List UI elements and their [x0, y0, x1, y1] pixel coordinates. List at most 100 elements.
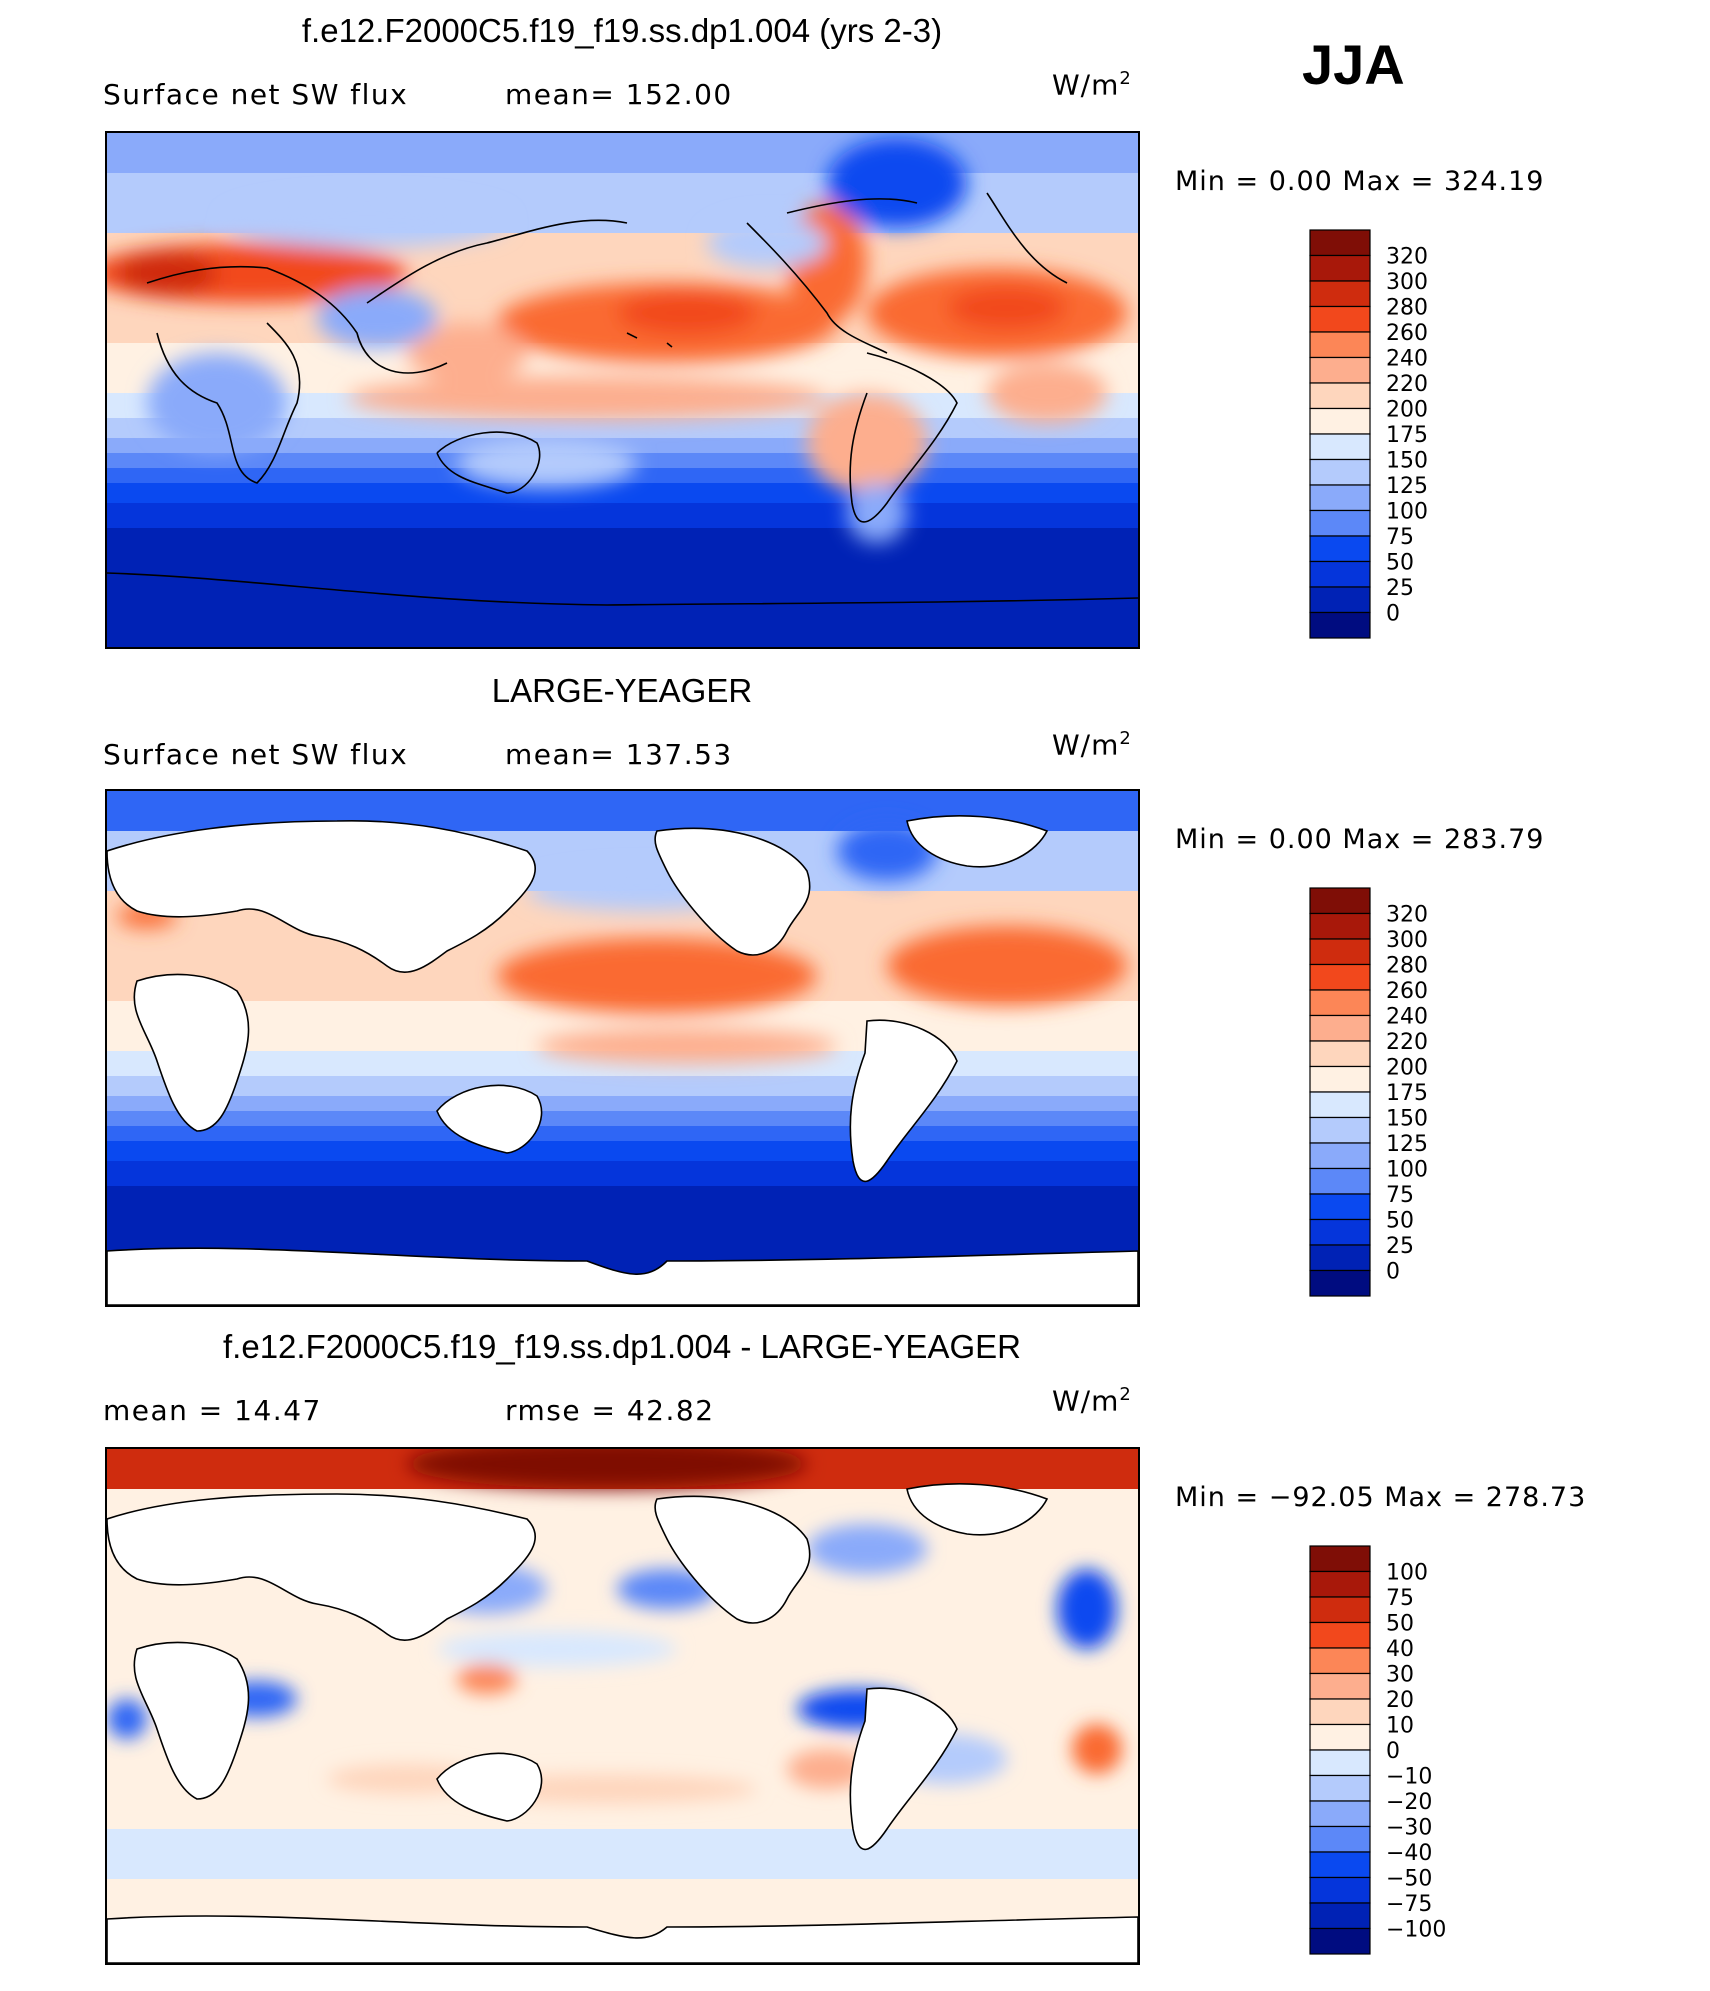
panel-1-mean-label: mean= 152.00	[505, 78, 733, 111]
colorbar-box	[1309, 586, 1371, 614]
colorbar-tick-label: 25	[1386, 1234, 1414, 1259]
colorbar-box	[1309, 1647, 1371, 1675]
panel-3-colorbar: 100 75 50 40 30 20 10 0 −10 −20 −30 −40 −50 −75 −100	[1309, 1545, 1490, 1956]
season-label: JJA	[1302, 33, 1405, 96]
colorbar-tick-label: 40	[1386, 1637, 1414, 1662]
panel-1-variable-label: Surface net SW flux	[103, 78, 409, 111]
colorbar-box	[1309, 887, 1371, 915]
panel-3-rmse-label: rmse = 42.82	[505, 1394, 715, 1427]
colorbar-tick-label: 100	[1386, 1158, 1428, 1183]
panel-3-map	[105, 1447, 1140, 1965]
panel-2-unit-label: W/m2	[1052, 728, 1132, 762]
colorbar-tick-label: 240	[1386, 1005, 1428, 1030]
colorbar-tick-label: 125	[1386, 474, 1428, 499]
colorbar-box	[1309, 963, 1371, 991]
colorbar-box	[1309, 331, 1371, 359]
panel-2-map	[105, 789, 1140, 1307]
colorbar-box	[1309, 1596, 1371, 1624]
colorbar-tick-label: −50	[1386, 1867, 1432, 1892]
colorbar-box	[1309, 254, 1371, 282]
colorbar-box	[1309, 1269, 1371, 1297]
colorbar-box	[1309, 1040, 1371, 1068]
colorbar-tick-label: 50	[1386, 551, 1414, 576]
colorbar-box	[1309, 1167, 1371, 1195]
colorbar-box	[1309, 1876, 1371, 1904]
colorbar-box	[1309, 1545, 1371, 1573]
colorbar-tick-label: 280	[1386, 954, 1428, 979]
colorbar-box	[1309, 229, 1371, 257]
colorbar-box	[1309, 458, 1371, 486]
colorbar-box	[1309, 1800, 1371, 1828]
colorbar-box	[1309, 407, 1371, 435]
colorbar-box	[1309, 535, 1371, 563]
colorbar-box	[1309, 611, 1371, 639]
colorbar-box	[1309, 1698, 1371, 1726]
colorbar-tick-label: 50	[1386, 1612, 1414, 1637]
colorbar-tick-label: 30	[1386, 1663, 1414, 1688]
panel-3-unit-label: W/m2	[1052, 1384, 1132, 1418]
panel-1-minmax-label: Min = 0.00 Max = 324.19	[1175, 166, 1545, 197]
colorbar-tick-label: 0	[1386, 1739, 1400, 1764]
colorbar-box	[1309, 989, 1371, 1017]
colorbar-tick-label: 100	[1386, 500, 1428, 525]
colorbar-tick-label: 50	[1386, 1209, 1414, 1234]
panel-2-mean-label: mean= 137.53	[505, 738, 733, 771]
colorbar-box	[1309, 1065, 1371, 1093]
colorbar-box	[1309, 1193, 1371, 1221]
colorbar-box	[1309, 1142, 1371, 1170]
colorbar-tick-label: −40	[1386, 1841, 1432, 1866]
colorbar-tick-label: 75	[1386, 1183, 1414, 1208]
colorbar-tick-label: 220	[1386, 372, 1428, 397]
colorbar-box	[1309, 1927, 1371, 1955]
colorbar-tick-label: 75	[1386, 1586, 1414, 1611]
panel-3-mean-label: mean = 14.47	[103, 1394, 322, 1427]
colorbar-box	[1309, 1723, 1371, 1751]
colorbar-tick-label: 320	[1386, 245, 1428, 270]
panel-2-minmax-label: Min = 0.00 Max = 283.79	[1175, 824, 1545, 855]
colorbar-box	[1309, 1749, 1371, 1777]
colorbar-box	[1309, 1244, 1371, 1272]
colorbar-box	[1309, 912, 1371, 940]
colorbar-tick-label: 25	[1386, 576, 1414, 601]
colorbar-tick-label: 200	[1386, 1056, 1428, 1081]
colorbar-tick-label: 200	[1386, 398, 1428, 423]
colorbar-box	[1309, 484, 1371, 512]
panel-2-title: LARGE-YEAGER	[491, 672, 753, 709]
panel-3-minmax-label: Min = −92.05 Max = 278.73	[1175, 1482, 1587, 1513]
colorbar-tick-label: −20	[1386, 1790, 1432, 1815]
colorbar-tick-label: 150	[1386, 449, 1428, 474]
colorbar-box	[1309, 433, 1371, 461]
panel-1-title: f.e12.F2000C5.f19_f19.ss.dp1.004 (yrs 2-…	[301, 12, 943, 49]
colorbar-box	[1309, 305, 1371, 333]
panel-1-unit-label: W/m2	[1052, 68, 1132, 102]
colorbar-box	[1309, 1621, 1371, 1649]
colorbar-box	[1309, 1851, 1371, 1879]
colorbar-tick-label: −75	[1386, 1892, 1432, 1917]
colorbar-tick-label: 75	[1386, 525, 1414, 550]
colorbar-box	[1309, 1116, 1371, 1144]
panel-2-colorbar: 320 300 280 260 240 220 200 175 150 125 100 75 50 25 0	[1309, 887, 1490, 1298]
colorbar-tick-label: 260	[1386, 321, 1428, 346]
colorbar-box	[1309, 938, 1371, 966]
colorbar-tick-label: 300	[1386, 928, 1428, 953]
colorbar-tick-label: 175	[1386, 1081, 1428, 1106]
colorbar-box	[1309, 1774, 1371, 1802]
panel-1-map	[105, 131, 1140, 649]
colorbar-box	[1309, 1902, 1371, 1930]
colorbar-tick-label: −30	[1386, 1816, 1432, 1841]
colorbar-tick-label: 175	[1386, 423, 1428, 448]
colorbar-tick-label: −100	[1386, 1918, 1446, 1943]
colorbar-box	[1309, 382, 1371, 410]
panel-3-title: f.e12.F2000C5.f19_f19.ss.dp1.004 - LARGE…	[223, 1328, 1021, 1365]
colorbar-box	[1309, 1091, 1371, 1119]
colorbar-box	[1309, 1825, 1371, 1853]
colorbar-box	[1309, 1672, 1371, 1700]
colorbar-tick-label: 150	[1386, 1107, 1428, 1132]
colorbar-tick-label: 220	[1386, 1030, 1428, 1055]
colorbar-box	[1309, 1570, 1371, 1598]
colorbar-box	[1309, 356, 1371, 384]
colorbar-tick-label: 260	[1386, 979, 1428, 1004]
colorbar-tick-label: −10	[1386, 1765, 1432, 1790]
colorbar-tick-label: 0	[1386, 1260, 1400, 1285]
colorbar-tick-label: 320	[1386, 903, 1428, 928]
